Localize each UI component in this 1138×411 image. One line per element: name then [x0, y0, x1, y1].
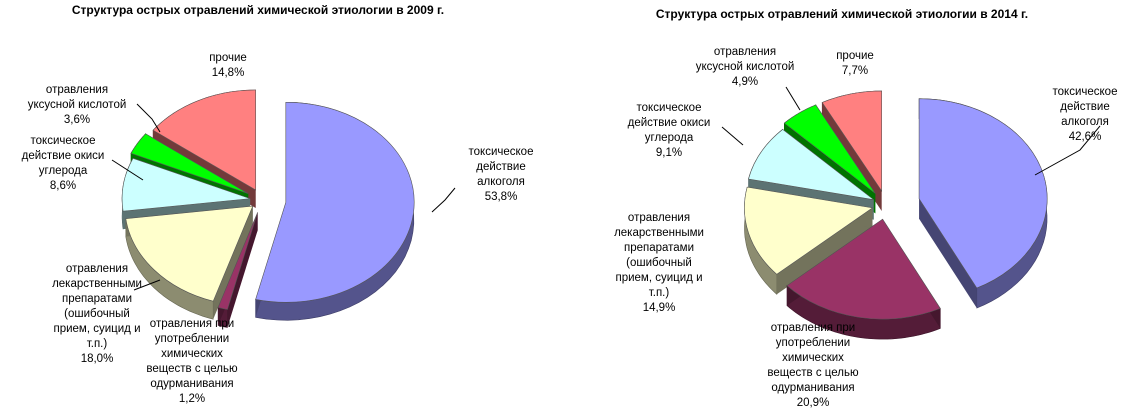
- pie-slice-alcohol: [255, 101, 415, 303]
- chart-2014: Структура острых отравлений химической э…: [614, 7, 1117, 409]
- pie-slice-acetic-acid: [130, 133, 249, 194]
- leader-lines-2014: [721, 86, 1101, 176]
- chart-2009: Структура острых отравлений химической э…: [22, 3, 534, 405]
- slice-label-carbon-monoxide: токсическое действие окиси углерода 8,6%: [22, 135, 105, 192]
- leader-lines-2009: [111, 103, 456, 291]
- pie-slice-intoxication-substances: [786, 218, 941, 320]
- slice-label-acetic-acid: отравления уксусной кислотой 4,9%: [696, 46, 795, 88]
- pie-slice-acetic-acid: [783, 104, 876, 194]
- slice-label-acetic-acid: отравления уксусной кислотой 3,6%: [28, 84, 127, 126]
- chart-title-2009: Структура острых отравлений химической э…: [72, 3, 444, 17]
- pie-2014: [744, 90, 1048, 340]
- slice-label-intoxication-substances: отравления при употреблении химических веще…: [767, 322, 859, 409]
- slice-label-other: прочие 7,7%: [836, 50, 874, 77]
- slice-label-alcohol: токсическое действие алкоголя 42,6%: [1053, 86, 1118, 143]
- pie-2009: [121, 89, 415, 328]
- slice-label-alcohol: токсическое действие алкоголя 53,8%: [469, 146, 534, 203]
- slice-label-other: прочие 14,8%: [209, 52, 247, 79]
- slice-label-medications: отравления лекарственными препаратами (ошиб…: [52, 263, 142, 365]
- pie-slice-medications: [744, 186, 874, 275]
- slice-labels-2009: токсическое действие алкоголя 53,8% отравлен…: [22, 52, 534, 405]
- pie-slice-other: [821, 90, 883, 193]
- pie-slice-alcohol: [918, 98, 1048, 289]
- pie-slice-other: [152, 89, 257, 191]
- slice-labels-2014: токсическое действие алкоголя 42,6% отравлен…: [614, 46, 1117, 409]
- pie-slice-side-medications-0: [776, 207, 873, 295]
- slice-label-medications: отравления лекарственными препаратами (ошиб…: [614, 212, 704, 314]
- pie-slice-side-alcohol-1: [919, 198, 977, 308]
- pie-slice-intoxication-substances: [217, 212, 258, 310]
- pie-slice-medications: [125, 205, 254, 302]
- pie-slice-carbon-monoxide: [748, 129, 874, 200]
- slice-label-intoxication-substances: отравления при употреблении химических веще…: [146, 318, 238, 405]
- pie-slice-side-medications-0: [213, 206, 253, 320]
- chart-title-2014: Структура острых отравлений химической э…: [656, 7, 1028, 21]
- pie-slice-carbon-monoxide: [121, 157, 251, 212]
- slice-label-carbon-monoxide: токсическое действие окиси углерода 9,1%: [628, 102, 711, 159]
